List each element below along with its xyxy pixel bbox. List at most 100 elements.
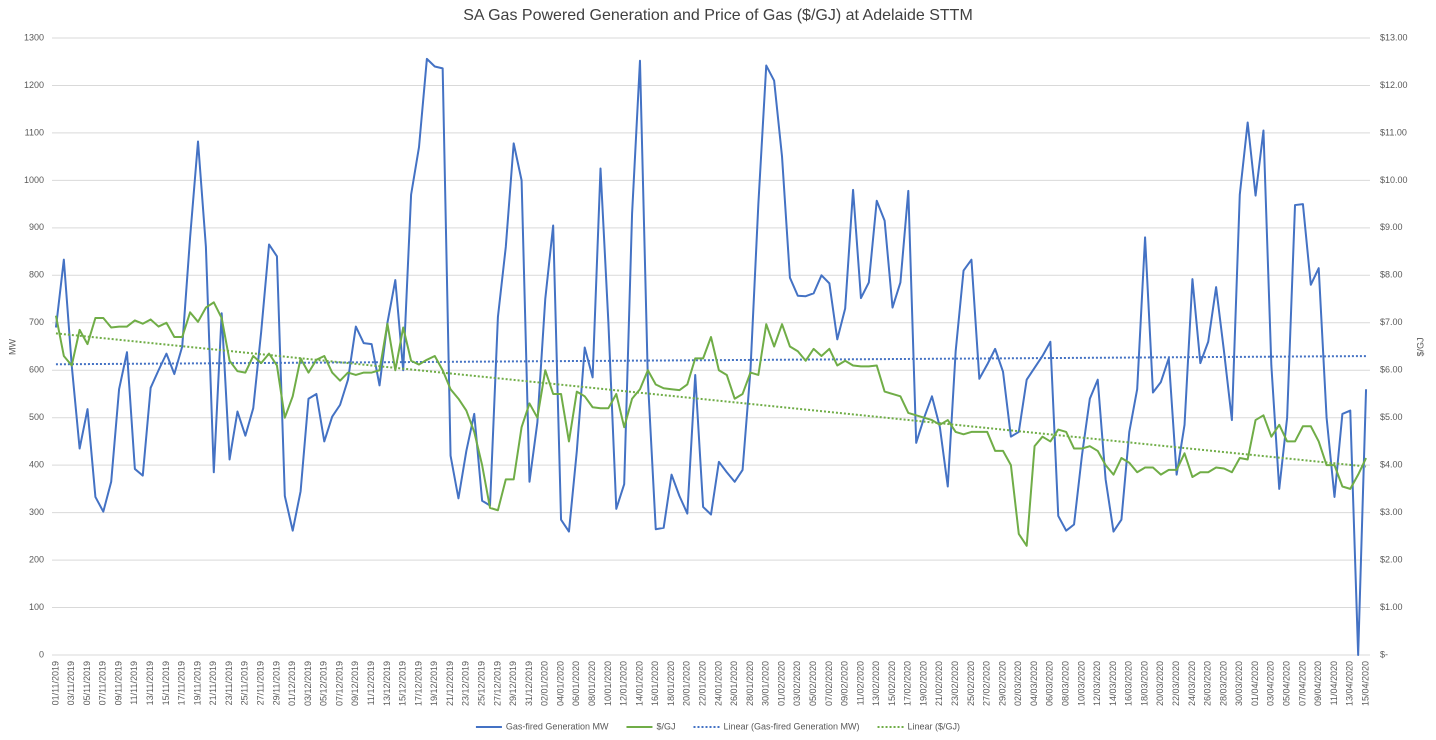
x-tick-label: 22/01/2020 — [697, 661, 707, 706]
x-tick-label: 24/03/2020 — [1187, 661, 1197, 706]
legend-label: Linear ($/GJ) — [908, 721, 961, 731]
x-tick-label: 21/12/2019 — [445, 661, 455, 706]
x-tick-label: 18/03/2020 — [1139, 661, 1149, 706]
y2-tick-label: $8.00 — [1380, 270, 1403, 280]
x-tick-label: 29/11/2019 — [271, 661, 281, 705]
y2-axis-title: $/GJ — [1415, 337, 1425, 356]
x-tick-label: 09/04/2020 — [1313, 661, 1323, 706]
x-tick-label: 13/02/2020 — [871, 661, 881, 706]
x-tick-label: 09/02/2020 — [840, 661, 850, 706]
x-tick-label: 05/11/2019 — [82, 661, 92, 705]
y2-tick-label: $5.00 — [1380, 412, 1403, 422]
y-tick-label: 0 — [39, 649, 44, 659]
x-tick-label: 21/11/2019 — [208, 661, 218, 705]
x-tick-label: 30/01/2020 — [761, 661, 771, 706]
x-tick-label: 19/02/2020 — [918, 661, 928, 706]
x-tick-label: 09/12/2019 — [350, 661, 360, 706]
y-tick-label: 600 — [29, 365, 44, 375]
y2-tick-label: $12.00 — [1380, 80, 1408, 90]
legend-label: Gas-fired Generation MW — [506, 721, 609, 731]
y-tick-label: 500 — [29, 412, 44, 422]
legend-label: Linear (Gas-fired Generation MW) — [723, 721, 859, 731]
x-tick-label: 11/02/2020 — [855, 661, 865, 705]
x-tick-label: 03/12/2019 — [303, 661, 313, 706]
y2-tick-label: $6.00 — [1380, 365, 1403, 375]
x-tick-label: 27/02/2020 — [982, 661, 992, 706]
x-tick-label: 08/01/2020 — [587, 661, 597, 706]
x-tick-label: 08/03/2020 — [1061, 661, 1071, 706]
x-tick-label: 01/04/2020 — [1250, 661, 1260, 706]
x-tick-label: 17/11/2019 — [177, 661, 187, 705]
x-tick-label: 11/04/2020 — [1329, 661, 1339, 705]
x-tick-label: 28/01/2020 — [745, 661, 755, 706]
y2-tick-label: $9.00 — [1380, 222, 1403, 232]
x-tick-label: 16/03/2020 — [1124, 661, 1134, 706]
trend-line — [55, 332, 1367, 468]
x-tick-label: 15/12/2019 — [398, 661, 408, 706]
x-tick-label: 21/02/2020 — [934, 661, 944, 706]
x-tick-label: 12/01/2020 — [619, 661, 629, 706]
x-tick-label: 03/04/2020 — [1266, 661, 1276, 706]
x-tick-label: 01/11/2019 — [50, 661, 60, 705]
y-tick-label: 1100 — [25, 127, 44, 137]
y-tick-label: 700 — [29, 317, 44, 327]
x-tick-label: 26/03/2020 — [1203, 661, 1213, 706]
y2-tick-label: $3.00 — [1380, 507, 1403, 517]
y2-tick-label: $7.00 — [1380, 317, 1403, 327]
x-tick-label: 11/11/2019 — [129, 661, 139, 705]
y2-tick-label: $10.00 — [1380, 175, 1408, 185]
chart-title: SA Gas Powered Generation and Price of G… — [463, 7, 973, 24]
x-tick-label: 01/02/2020 — [776, 661, 786, 706]
x-tick-label: 29/02/2020 — [997, 661, 1007, 706]
x-tick-label: 04/03/2020 — [1029, 661, 1039, 706]
x-tick-label: 25/12/2019 — [477, 661, 487, 706]
x-tick-label: 28/03/2020 — [1218, 661, 1228, 706]
x-tick-label: 27/12/2019 — [492, 661, 502, 706]
x-tick-label: 04/01/2020 — [555, 661, 565, 706]
x-tick-label: 07/11/2019 — [98, 661, 108, 705]
x-tick-label: 27/11/2019 — [256, 661, 266, 705]
x-tick-label: 07/04/2020 — [1297, 661, 1307, 706]
x-tick-label: 06/03/2020 — [1045, 661, 1055, 706]
y2-tick-label: $- — [1380, 649, 1388, 659]
x-tick-label: 03/11/2019 — [66, 661, 76, 705]
x-tick-label: 23/02/2020 — [950, 661, 960, 706]
x-tick-label: 23/11/2019 — [224, 661, 234, 705]
x-tick-label: 20/03/2020 — [1155, 661, 1165, 706]
x-tick-label: 23/12/2019 — [461, 661, 471, 706]
x-tick-label: 16/01/2020 — [650, 661, 660, 706]
x-tick-label: 15/02/2020 — [887, 661, 897, 706]
legend-label: $/GJ — [656, 721, 675, 731]
y2-tick-label: $13.00 — [1380, 32, 1408, 42]
y-tick-label: 1300 — [24, 32, 44, 42]
x-tick-label: 13/12/2019 — [382, 661, 392, 706]
y-tick-label: 1200 — [24, 80, 44, 90]
x-tick-label: 02/03/2020 — [1013, 661, 1023, 706]
y2-tick-label: $4.00 — [1380, 460, 1403, 470]
x-tick-label: 12/03/2020 — [1092, 661, 1102, 706]
y2-tick-label: $2.00 — [1380, 554, 1403, 564]
x-tick-label: 19/12/2019 — [429, 661, 439, 706]
x-tick-label: 29/12/2019 — [508, 661, 518, 706]
x-tick-label: 10/01/2020 — [603, 661, 613, 706]
x-tick-label: 26/01/2020 — [729, 661, 739, 706]
x-tick-label: 18/01/2020 — [666, 661, 676, 706]
x-tick-label: 05/12/2019 — [319, 661, 329, 706]
x-tick-label: 05/04/2020 — [1282, 661, 1292, 706]
x-tick-label: 17/12/2019 — [413, 661, 423, 706]
x-tick-label: 17/02/2020 — [903, 661, 913, 706]
x-tick-label: 13/04/2020 — [1345, 661, 1355, 706]
series-line — [54, 57, 1368, 656]
x-tick-label: 10/03/2020 — [1076, 661, 1086, 706]
x-tick-label: 15/11/2019 — [161, 661, 171, 705]
x-tick-label: 07/12/2019 — [334, 661, 344, 706]
y-tick-label: 1000 — [24, 175, 44, 185]
y-tick-label: 800 — [29, 270, 44, 280]
x-tick-label: 30/03/2020 — [1234, 661, 1244, 706]
y-tick-label: 200 — [29, 554, 44, 564]
x-tick-label: 03/02/2020 — [792, 661, 802, 706]
x-tick-label: 05/02/2020 — [808, 661, 818, 706]
x-tick-label: 25/02/2020 — [966, 661, 976, 706]
